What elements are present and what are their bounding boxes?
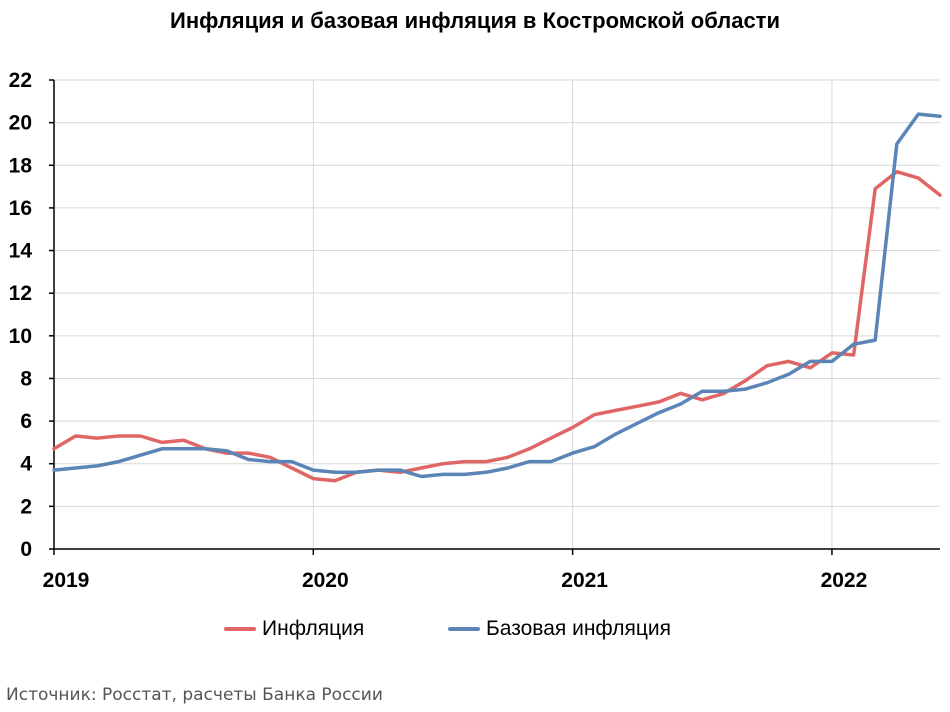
x-tick-label-2022: 2022 bbox=[821, 569, 868, 592]
y-tick-label-2: 2 bbox=[20, 495, 32, 518]
y-tick-label-4: 4 bbox=[20, 453, 32, 476]
y-tick-label-10: 10 bbox=[9, 325, 32, 348]
series-lines bbox=[52, 112, 942, 483]
legend-label-core-inflation: Базовая инфляция bbox=[486, 617, 672, 640]
y-tick-label-22: 22 bbox=[9, 69, 32, 92]
series-line-inflation bbox=[52, 169, 942, 483]
chart-title: Инфляция и базовая инфляция в Костромско… bbox=[170, 8, 780, 33]
x-tick-label-2019: 2019 bbox=[43, 569, 90, 592]
x-tick-label-2020: 2020 bbox=[302, 569, 349, 592]
y-tick-label-18: 18 bbox=[9, 154, 33, 177]
legend-swatch-inflation bbox=[224, 627, 256, 631]
y-tick-label-20: 20 bbox=[9, 112, 32, 135]
y-tick-label-0: 0 bbox=[20, 538, 32, 561]
grid bbox=[54, 79, 940, 549]
x-tick-label-2021: 2021 bbox=[561, 569, 608, 592]
axes bbox=[49, 79, 940, 555]
legend-label-inflation: Инфляция bbox=[262, 617, 365, 640]
legend-item-inflation: Инфляция bbox=[224, 617, 364, 641]
legend-swatch-core-inflation bbox=[448, 627, 480, 631]
series-line-core-inflation bbox=[52, 112, 942, 479]
source-note: Источник: Росстат, расчеты Банка России bbox=[6, 685, 383, 705]
legend-item-core-inflation: Базовая инфляция bbox=[448, 617, 671, 641]
y-tick-label-12: 12 bbox=[9, 282, 32, 305]
y-tick-label-6: 6 bbox=[20, 410, 32, 433]
y-tick-label-16: 16 bbox=[9, 197, 32, 220]
y-tick-label-8: 8 bbox=[20, 367, 32, 390]
y-tick-label-14: 14 bbox=[9, 240, 33, 263]
